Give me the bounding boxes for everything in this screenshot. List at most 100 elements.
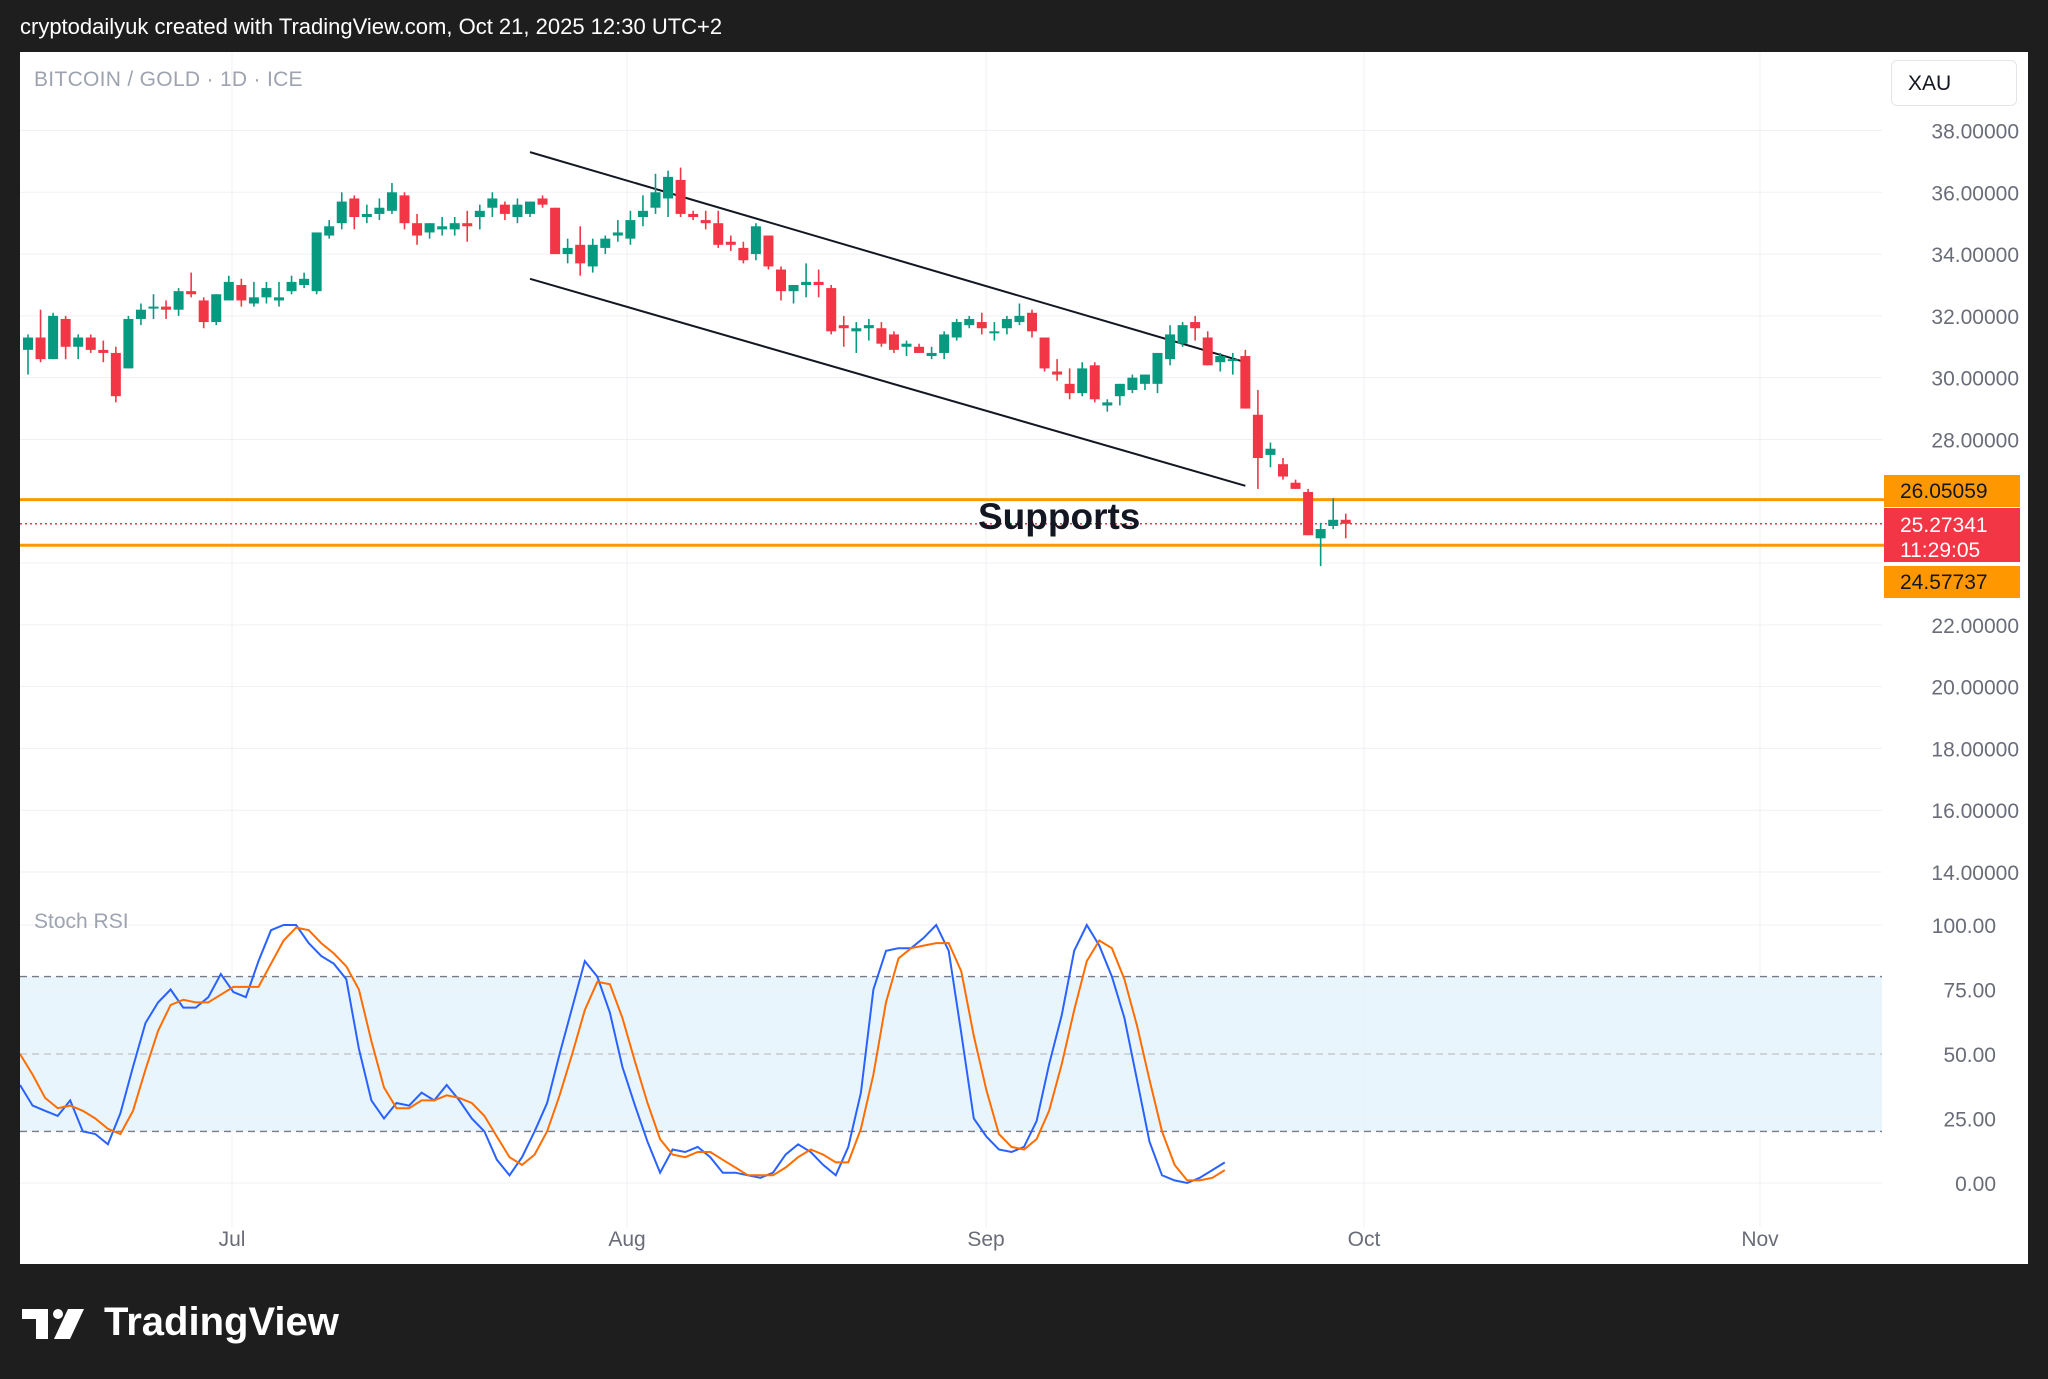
candle-body (863, 325, 874, 329)
y-tick-label: 28.00000 (1931, 429, 2019, 452)
resistance-price-tag: 26.05059 (1884, 475, 2020, 507)
candle-body (1315, 529, 1326, 539)
candle-body (550, 207, 561, 255)
candle-body (35, 337, 46, 360)
x-tick-label: Jul (219, 1228, 246, 1251)
candle-body (625, 220, 636, 239)
candle-body (198, 300, 209, 323)
chart-canvas[interactable]: 38.00000 36.00000 34.00000 32.00000 30.00000… (20, 52, 2028, 1264)
candle-body (1114, 383, 1125, 397)
stoch-d-line (20, 926, 1226, 1182)
candle-body (462, 223, 473, 227)
candle-body (1215, 356, 1226, 363)
y-tick-label: 18.00000 (1931, 738, 2019, 761)
candle-body (1077, 368, 1088, 394)
candle-body (1177, 325, 1188, 344)
x-tick-label: Oct (1348, 1228, 1381, 1251)
stoch-y-tick-label: 100.00 (1932, 915, 1996, 938)
candle-body (637, 210, 648, 218)
candle-body (713, 223, 724, 245)
candle-body (1290, 482, 1301, 489)
candle-body (1052, 371, 1063, 375)
candle-body (1303, 491, 1314, 536)
y-tick-label: 22.00000 (1931, 615, 2019, 638)
candle-body (600, 238, 611, 248)
symbol-legend: BITCOIN / GOLD · 1D · ICE (34, 68, 303, 91)
candle-body (901, 343, 912, 347)
candle-body (1278, 464, 1288, 477)
candle-body (1340, 519, 1351, 524)
channel-lower-line (529, 277, 1246, 487)
chart-header-text: cryptodailyuk created with TradingView.c… (20, 14, 723, 39)
candle-body (499, 204, 510, 214)
x-tick-label: Sep (967, 1228, 1004, 1251)
candle-body (1202, 337, 1213, 366)
candle-body (73, 337, 84, 347)
candle-body (123, 318, 134, 369)
candle-body (386, 192, 397, 211)
candle-body (374, 207, 385, 214)
candle-body (1165, 334, 1176, 360)
candle-body (135, 309, 146, 319)
candle-body (1265, 448, 1276, 455)
candle-body (650, 192, 661, 208)
candle-body (148, 306, 159, 309)
candle-body (612, 232, 623, 236)
candle-body (838, 325, 849, 329)
candle-body (274, 297, 284, 301)
stoch-k-line (20, 922, 1226, 1185)
candle-body (349, 198, 360, 218)
candle-body (449, 223, 460, 230)
unit-selector-button[interactable]: XAU (1891, 60, 2017, 106)
x-tick-label: Aug (608, 1228, 645, 1251)
candle-body (926, 352, 937, 357)
candle-body (1027, 312, 1037, 332)
candle-body (412, 223, 423, 236)
candle-body (1240, 356, 1251, 409)
candle-body (826, 288, 837, 332)
candle-body (537, 198, 548, 205)
candle-body (525, 201, 535, 214)
x-tick-label: Nov (1741, 1228, 1779, 1251)
candle-body (738, 247, 749, 261)
candle-body (60, 318, 71, 347)
supports-annotation: Supports (978, 496, 1141, 537)
y-tick-label: 36.00000 (1931, 182, 2019, 205)
candle-body (813, 281, 824, 285)
candle-body (48, 315, 59, 360)
candle-body (211, 294, 222, 323)
candle-body (85, 337, 96, 350)
channel-upper-line (529, 151, 1246, 364)
candle-body (1102, 402, 1113, 406)
candle-body (186, 291, 197, 295)
candle-body (336, 201, 347, 224)
candle-body (512, 204, 523, 218)
footer-brand: TradingView (22, 1300, 339, 1345)
candle-body (851, 328, 862, 332)
candle-body (575, 244, 586, 264)
candle-body (1089, 365, 1100, 400)
candle-body (248, 297, 259, 304)
candle-body (914, 346, 925, 353)
candle-body (1001, 318, 1012, 329)
candle-body (236, 284, 247, 301)
y-tick-label: 38.00000 (1931, 121, 2019, 144)
y-tick-label: 32.00000 (1931, 306, 2019, 329)
candle-body (1039, 337, 1050, 369)
candle-body (888, 334, 899, 350)
candle-body (437, 226, 448, 230)
candle-body (161, 306, 172, 310)
candle-body (776, 269, 786, 292)
candle-body (311, 232, 322, 292)
candle-body (110, 352, 121, 397)
support-price-tag: 24.57737 (1884, 566, 2020, 598)
stoch-y-tick-label: 25.00 (1943, 1109, 1996, 1132)
candle-body (299, 278, 310, 285)
brand-name: TradingView (104, 1300, 339, 1344)
candle-body (361, 213, 372, 218)
candle-body (1252, 414, 1263, 458)
candle-body (399, 195, 410, 224)
chart-frame[interactable]: 38.00000 36.00000 34.00000 32.00000 30.00000… (20, 52, 2028, 1264)
candle-body (1064, 383, 1075, 394)
candle-body (424, 223, 435, 233)
